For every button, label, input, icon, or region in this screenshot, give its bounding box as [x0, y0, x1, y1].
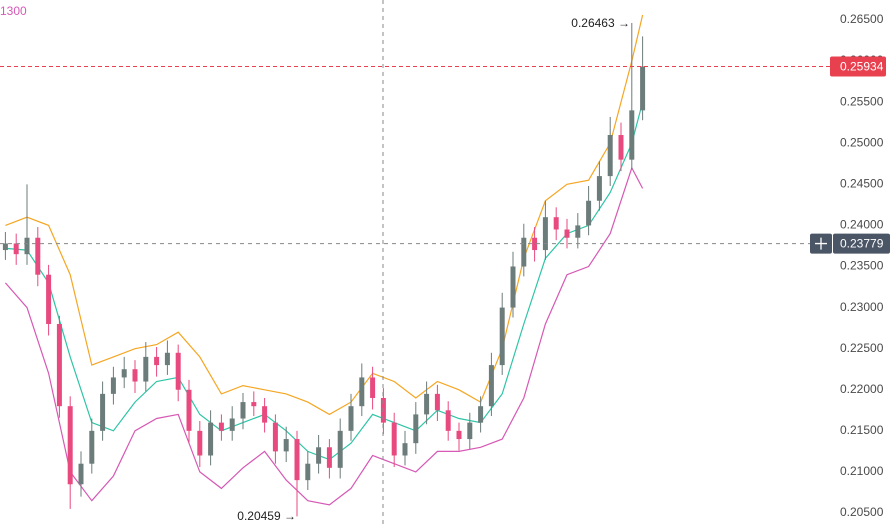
candle-body	[283, 439, 289, 452]
candle-body	[24, 237, 30, 255]
candle-body	[78, 463, 84, 485]
candle-body	[434, 393, 440, 411]
candle-body	[326, 447, 332, 468]
crosshair-price-box	[833, 233, 890, 254]
last-price-box	[830, 56, 886, 77]
candle-body	[370, 377, 376, 398]
candle-body	[67, 406, 73, 485]
candle-body	[316, 447, 322, 464]
candle-body	[229, 418, 235, 431]
candle-body	[348, 406, 354, 431]
candle-body	[164, 352, 170, 366]
crosshair-price-label: 0.23779	[840, 237, 884, 251]
candle-body	[143, 356, 149, 382]
candle-body	[402, 443, 408, 456]
y-tick-label: 0.26500	[840, 12, 884, 26]
candle-body	[186, 389, 192, 431]
indicator-line	[5, 14, 644, 416]
candle-body	[542, 217, 548, 251]
y-tick-label: 0.22000	[840, 382, 884, 396]
candle-body	[197, 430, 203, 456]
candle-body	[553, 217, 559, 230]
candle-body	[175, 352, 181, 390]
candle-body	[521, 237, 527, 267]
candle-body	[618, 135, 624, 160]
candle-body	[510, 266, 516, 308]
candle-body	[305, 463, 311, 481]
candle-body	[240, 402, 246, 419]
candle-body	[564, 229, 570, 238]
plot-area	[2, 14, 646, 517]
crosshair-plus-icon	[815, 237, 827, 250]
candle-body	[488, 365, 494, 407]
y-tick-label: 0.24500	[840, 176, 884, 190]
candle-body	[499, 307, 505, 366]
high-annotation: 0.26463 →	[571, 16, 630, 30]
candle-body	[154, 356, 160, 366]
candle-body	[629, 110, 635, 160]
indicator-line	[4, 166, 644, 506]
last-price-label: 0.25934	[840, 60, 884, 74]
candle-body	[337, 430, 343, 468]
candle-body	[251, 402, 257, 407]
candle-body	[478, 406, 484, 423]
candle-body	[13, 243, 19, 255]
y-tick-label: 0.21000	[840, 464, 884, 478]
low-annotation: 0.20459 →	[237, 509, 296, 523]
candle-body	[467, 422, 473, 440]
candle-body	[35, 237, 41, 275]
y-tick-label: 0.20500	[840, 505, 884, 519]
candle-body	[46, 274, 52, 325]
candle-body	[640, 66, 646, 111]
candle-body	[359, 377, 365, 407]
candle-body	[532, 237, 538, 251]
y-tick-label: 0.22500	[840, 341, 884, 355]
candle-body	[391, 422, 397, 456]
candle-body	[2, 243, 8, 251]
candle-body	[208, 422, 214, 456]
y-tick-label: 0.25500	[840, 94, 884, 108]
candle-body	[132, 369, 138, 382]
candle-body	[445, 410, 451, 431]
candle-body	[56, 324, 62, 407]
candle-body	[100, 393, 106, 431]
candle-body	[294, 439, 300, 481]
candle-body	[262, 406, 268, 423]
y-tick-label: 0.23500	[840, 259, 884, 273]
candle-body	[607, 135, 613, 177]
candle-body	[89, 430, 95, 464]
y-tick-label: 0.23000	[840, 300, 884, 314]
y-tick-label: 0.24000	[840, 218, 884, 232]
y-tick-label: 0.21500	[840, 423, 884, 437]
candle-body	[272, 422, 278, 452]
candle-body	[575, 225, 581, 238]
candle-body	[586, 200, 592, 226]
candle-body	[596, 176, 602, 201]
indicator-label: 1300	[0, 4, 27, 18]
candle-body	[456, 430, 462, 440]
candle-body	[424, 393, 430, 415]
candle-body	[218, 422, 224, 431]
candle-body	[121, 369, 127, 378]
candle-body	[413, 414, 419, 444]
y-tick-label: 0.25000	[840, 135, 884, 149]
candle-body	[110, 377, 116, 394]
